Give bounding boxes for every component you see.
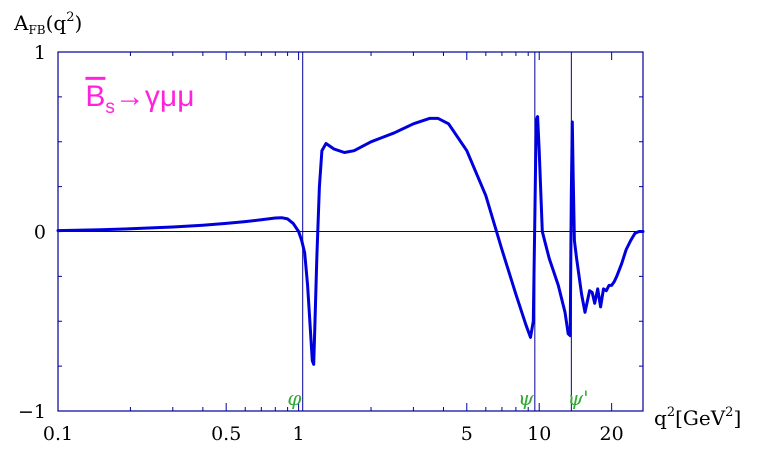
resonance-labels: φ ψ ψ': [287, 386, 588, 410]
process-rest: →γμμ: [115, 80, 195, 113]
resonance-label: φ: [287, 386, 301, 410]
axis-ticks: [57, 51, 643, 412]
afb-curve: [56, 115, 645, 366]
y-tick-label: −1: [18, 401, 46, 423]
x-axis-title: q2[GeV2]: [654, 405, 741, 430]
x-tick-label: 5: [461, 423, 473, 445]
tick-labels: 0.1 0.5 1 5 10 20 −1 0 1: [18, 42, 624, 445]
y-tick-label: 0: [34, 222, 46, 244]
resonance-label: ψ: [518, 386, 534, 410]
x-tick-label: 1: [293, 423, 305, 445]
x-tick-label: 0.5: [211, 423, 241, 445]
y-axis-title: AFB(q2): [13, 10, 82, 37]
process-subscript: s: [105, 97, 115, 118]
x-tick-label: 10: [527, 423, 551, 445]
x-tick-label: 0.1: [43, 423, 73, 445]
process-label: Bs→γμμ: [85, 80, 194, 118]
y-tick-label: 1: [34, 42, 46, 64]
resonance-label: ψ': [567, 386, 588, 410]
process-b-bar: B: [85, 80, 105, 113]
x-tick-label: 20: [600, 423, 624, 445]
